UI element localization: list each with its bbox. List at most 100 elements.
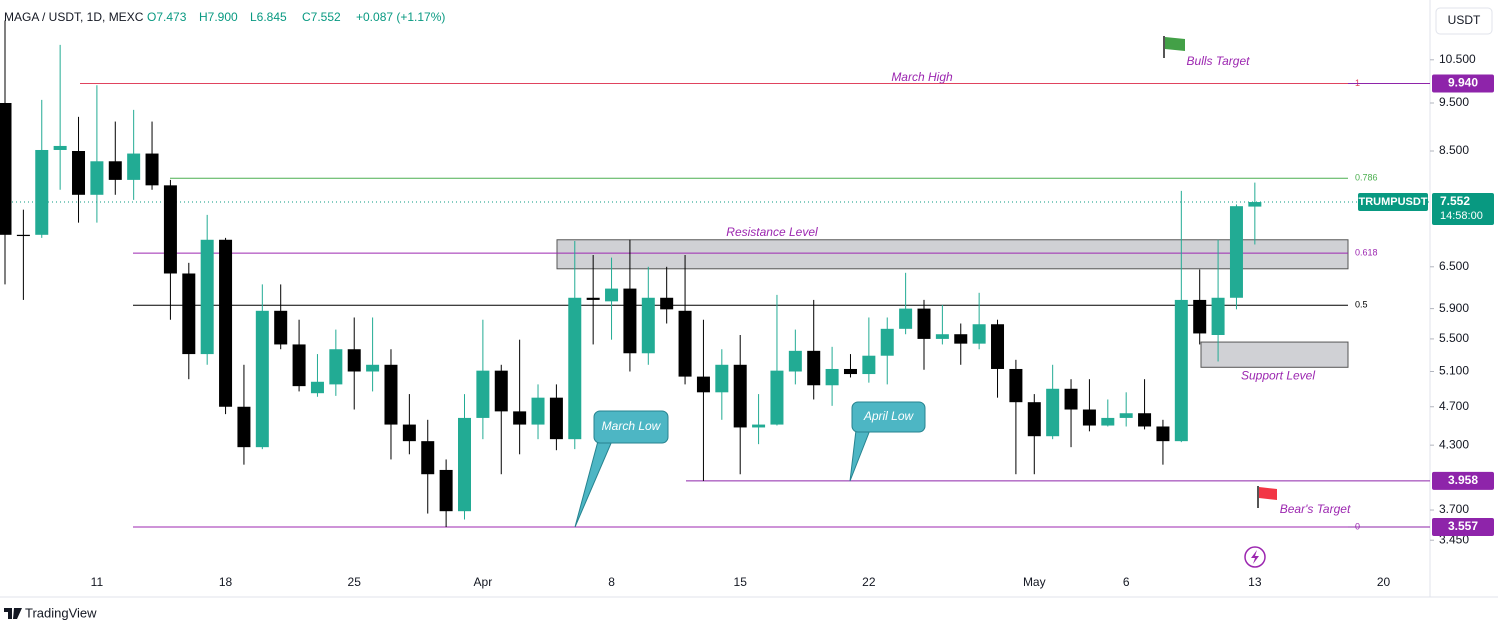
- candle-body: [329, 349, 343, 385]
- candle-body: [807, 350, 821, 386]
- zone-label: Support Level: [1241, 368, 1315, 382]
- x-tick-label: 18: [219, 575, 233, 589]
- fib-label: 0.618: [1355, 247, 1378, 257]
- current-name-tag: [1358, 193, 1428, 212]
- x-tick-label: 11: [91, 575, 104, 589]
- candle-body: [384, 364, 398, 425]
- candle-body: [237, 406, 251, 448]
- candle-body: [623, 288, 637, 354]
- x-tick-label: 6: [1123, 575, 1130, 589]
- zone: [556, 239, 1349, 270]
- candle-body: [917, 308, 931, 339]
- candle-body: [733, 364, 747, 428]
- fib-label: 1: [1355, 78, 1360, 88]
- candle-body: [954, 334, 968, 344]
- x-tick-label: 8: [608, 575, 615, 589]
- bear-flag: [1257, 486, 1277, 508]
- candle-body: [458, 417, 471, 512]
- candle-body: [586, 297, 600, 300]
- candle-body: [678, 310, 692, 377]
- flag: [1165, 37, 1185, 51]
- ohlc-value: L6.845: [250, 10, 287, 24]
- price-tag-label: 3.557: [1448, 519, 1478, 533]
- candle-body: [1248, 202, 1262, 207]
- ohlc-value: +0.087 (+1.17%): [356, 10, 445, 24]
- candle-body: [274, 310, 288, 345]
- callout-label: April Low: [863, 409, 915, 423]
- y-tick-label: 6.500: [1439, 259, 1469, 273]
- candle-body: [35, 149, 49, 235]
- header: MAGA / USDT, 1D, MEXC: [4, 10, 144, 24]
- candle-body: [696, 376, 710, 393]
- y-tick-label: 4.700: [1439, 399, 1469, 413]
- candle-body: [1082, 409, 1096, 426]
- x-tick-label: 20: [1377, 575, 1391, 589]
- candle-body: [549, 397, 563, 440]
- candle-body: [476, 370, 490, 418]
- candle-body: [660, 297, 674, 310]
- candle-body: [145, 153, 159, 186]
- lightning-icon[interactable]: [1244, 546, 1266, 568]
- candle-body: [90, 161, 104, 195]
- annotation: Bulls Target: [1187, 54, 1251, 68]
- candle-body: [843, 368, 857, 375]
- candle-body: [108, 161, 122, 180]
- candle-body: [862, 355, 876, 375]
- callout-label: March Low: [602, 419, 662, 433]
- price-tag: [1432, 471, 1494, 490]
- currency-button[interactable]: [1435, 7, 1493, 35]
- y-tick-label: 5.900: [1439, 301, 1469, 315]
- candle-body: [182, 273, 196, 355]
- x-tick-label: 13: [1248, 575, 1262, 589]
- ohlc-value: C7.552: [302, 10, 341, 24]
- candle-body: [770, 370, 784, 425]
- y-tick-label: 10.500: [1439, 52, 1476, 66]
- candle-body: [310, 381, 324, 394]
- current-price-tag: [1432, 193, 1494, 226]
- candle-body: [72, 151, 86, 195]
- candle-body: [163, 185, 177, 274]
- flag: [1259, 487, 1277, 500]
- x-tick-label: May: [1023, 575, 1046, 589]
- x-tick-label: 22: [862, 575, 876, 589]
- y-tick-label: 8.500: [1439, 143, 1469, 157]
- candle-body: [825, 368, 839, 386]
- countdown: 14:58:00: [1440, 210, 1483, 222]
- y-tick-label: 4.300: [1439, 437, 1469, 451]
- price-tag: [1432, 74, 1494, 93]
- currency-label[interactable]: USDT: [1448, 13, 1481, 27]
- candle-body: [1009, 368, 1023, 403]
- zone-label: Resistance Level: [726, 225, 818, 239]
- fib-label: 0.5: [1355, 300, 1368, 310]
- price-tag-label: 3.958: [1448, 473, 1478, 487]
- current-price-label: 7.552: [1440, 194, 1470, 208]
- icon-bolt[interactable]: [1251, 550, 1259, 564]
- candle-body: [1027, 402, 1041, 437]
- candle-body: [292, 344, 306, 387]
- candle-body: [899, 308, 913, 329]
- candle-body: [402, 424, 416, 442]
- candle-body: [1046, 388, 1060, 437]
- ohlc-value: O7.473: [147, 10, 187, 24]
- price-tag-label: 9.940: [1448, 76, 1478, 90]
- x-tick-label: 25: [348, 575, 362, 589]
- candle-body: [255, 310, 269, 448]
- y-tick-label: 5.500: [1439, 331, 1469, 345]
- candle-body: [531, 397, 545, 425]
- candle-body: [421, 441, 435, 475]
- brand: TradingView: [4, 605, 97, 620]
- bull-flag: [1163, 36, 1185, 58]
- candle-body: [1211, 297, 1225, 336]
- x-tick-label: Apr: [474, 575, 493, 589]
- price-tag: [1432, 518, 1494, 537]
- zone: [1200, 341, 1349, 368]
- candle-body: [219, 239, 233, 407]
- candle-body: [53, 145, 67, 150]
- current-name: TRUMPUSDT: [1358, 196, 1427, 208]
- candle-body: [880, 328, 894, 356]
- ohlc-value: H7.900: [199, 10, 238, 24]
- candle-body: [16, 234, 30, 237]
- annotation: Bear's Target: [1280, 502, 1351, 516]
- candle-body: [366, 364, 380, 372]
